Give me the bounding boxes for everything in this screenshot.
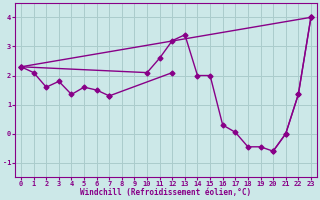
X-axis label: Windchill (Refroidissement éolien,°C): Windchill (Refroidissement éolien,°C) (80, 188, 252, 197)
